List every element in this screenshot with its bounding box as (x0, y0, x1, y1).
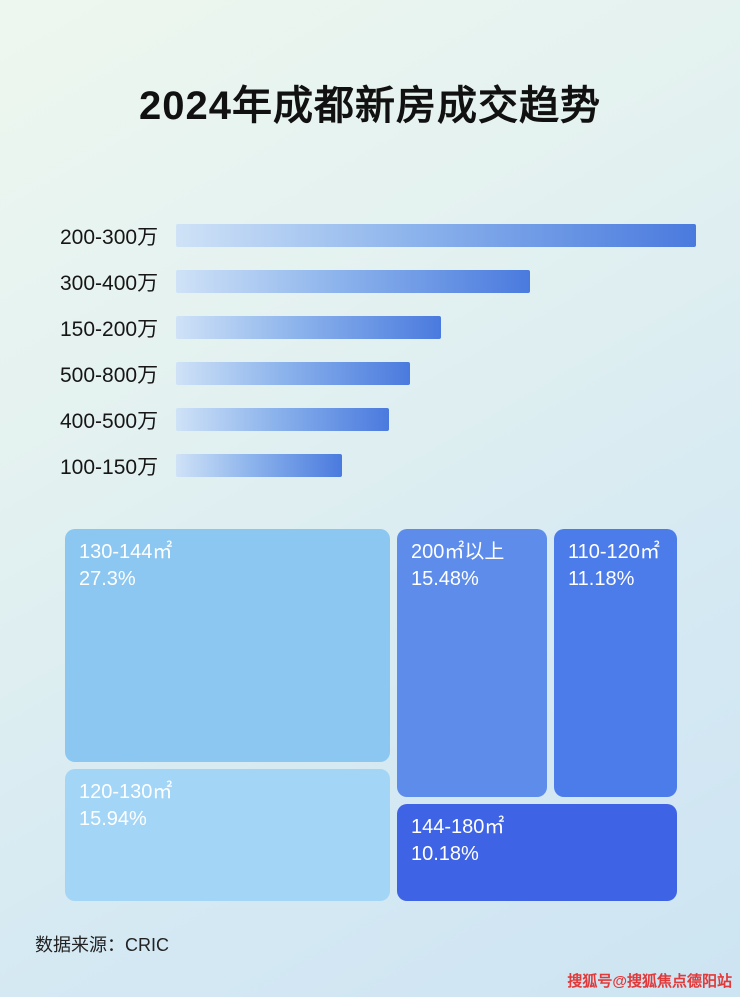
bar-row: 200-300万 (60, 213, 740, 259)
infographic-canvas: 2024年成都新房成交趋势 200-300万 300-400万 150-200万… (0, 27, 740, 990)
bar-label: 150-200万 (60, 317, 159, 341)
treemap-label: 120-130㎡ (79, 780, 173, 803)
bar (176, 270, 530, 294)
bar-row: 150-200万 (60, 305, 740, 351)
treemap-label: 144-180㎡ (411, 815, 505, 838)
bar-label: 200-300万 (60, 225, 159, 249)
bar-row: 300-400万 (60, 259, 740, 305)
bar (176, 408, 390, 432)
bar (176, 362, 410, 386)
bar-label: 300-400万 (60, 271, 159, 295)
treemap-value: 15.94% (79, 807, 147, 830)
bar-row: 500-800万 (60, 351, 740, 397)
page-title: 2024年成都新房成交趋势 (139, 83, 601, 128)
bar-label: 500-800万 (60, 363, 159, 387)
watermark: 搜狐号@搜狐焦点德阳站 (567, 972, 732, 990)
bar-track (176, 362, 696, 386)
treemap-block-144-180: 144-180㎡ 10.18% (397, 803, 677, 901)
treemap-block-110-120: 110-120㎡ 11.18% (554, 528, 677, 797)
treemap-label: 200㎡以上 (411, 540, 505, 563)
bar-track (176, 408, 696, 432)
treemap-value: 27.3% (79, 567, 136, 590)
bar-label: 400-500万 (60, 409, 159, 433)
treemap-block-130-144: 130-144㎡ 27.3% (65, 528, 390, 762)
bar-label: 100-150万 (60, 455, 159, 479)
treemap-value: 11.18% (568, 567, 635, 590)
treemap-value: 10.18% (411, 842, 479, 865)
bar (176, 224, 696, 248)
treemap-block-200-plus: 200㎡以上 15.48% (397, 528, 547, 797)
bar (176, 454, 343, 478)
bar-track (176, 454, 696, 478)
treemap-block-120-130: 120-130㎡ 15.94% (65, 768, 390, 901)
bar-track (176, 224, 696, 248)
data-source: 数据来源：CRIC (35, 934, 169, 955)
bar-row: 400-500万 (60, 397, 740, 443)
treemap-value: 15.48% (411, 567, 479, 590)
area-share-treemap: 130-144㎡ 27.3% 120-130㎡ 15.94% 200㎡以上 15… (65, 528, 677, 901)
treemap-label: 110-120㎡ (568, 540, 660, 563)
price-band-bar-chart: 200-300万 300-400万 150-200万 500-800万 400- (0, 213, 740, 489)
treemap-label: 130-144㎡ (79, 540, 173, 563)
bar-row: 100-150万 (60, 443, 740, 489)
bar-track (176, 316, 696, 340)
bar-track (176, 270, 696, 294)
bar (176, 316, 442, 340)
